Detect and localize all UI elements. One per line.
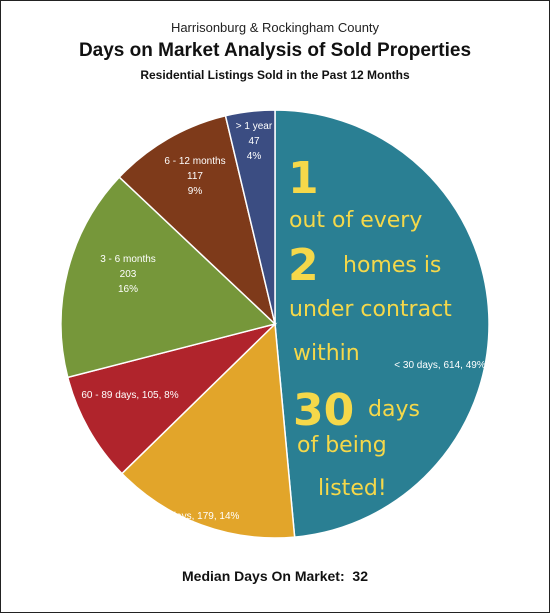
slice-label-1: 30 - 59 days, 179, 14% — [137, 511, 240, 522]
pie-slice-0 — [274, 109, 490, 538]
annotation-line-2: 2 — [288, 240, 319, 291]
annotation-line-1: out of every — [289, 208, 422, 233]
slice-label-0: < 30 days, 614, 49% — [394, 360, 486, 371]
annotation-line-5: within — [293, 341, 360, 366]
slice-label-3: 3 - 6 months 203 16% — [100, 254, 156, 295]
median-value: 32 — [352, 568, 368, 584]
annotation-line-6: 30 — [293, 385, 354, 436]
chart-title: Days on Market Analysis of Sold Properti… — [78, 40, 472, 61]
chart-header: Harrisonburg & Rockingham County Days on… — [0, 20, 550, 83]
annotation-line-9: listed! — [318, 476, 387, 501]
pie-slice-5 — [224, 109, 276, 325]
annotation-line-7: days — [368, 397, 420, 422]
pie-slice-2 — [66, 322, 278, 475]
annotation-line-4: under contract — [289, 297, 452, 322]
pie-slices — [60, 109, 490, 539]
median-label: Median Days On Market: — [182, 568, 345, 584]
slice-label-2: 60 - 89 days, 105, 8% — [81, 390, 178, 401]
slice-label-5: > 1 year 47 4% — [236, 121, 273, 162]
chart-subtitle: Residential Listings Sold in the Past 12… — [140, 68, 410, 82]
slice-label-4: 6 - 12 months 117 9% — [164, 156, 225, 197]
annotation-line-0: 1 — [288, 153, 319, 204]
chart-supertitle: Harrisonburg & Rockingham County — [170, 20, 380, 35]
pie-slice-4 — [118, 114, 277, 327]
pie-labels: < 30 days, 614, 49% 30 - 59 days, 179, 14… — [81, 121, 485, 522]
annotation-line-3: homes is — [343, 253, 441, 278]
median-days-footer: Median Days On Market: 32 — [0, 568, 550, 584]
handwritten-annotation: 1 out of every 2 homes is under contract with… — [288, 153, 452, 501]
annotation-line-8: of being — [297, 433, 387, 458]
pie-slice-3 — [60, 176, 277, 379]
pie-slice-1 — [120, 322, 296, 539]
